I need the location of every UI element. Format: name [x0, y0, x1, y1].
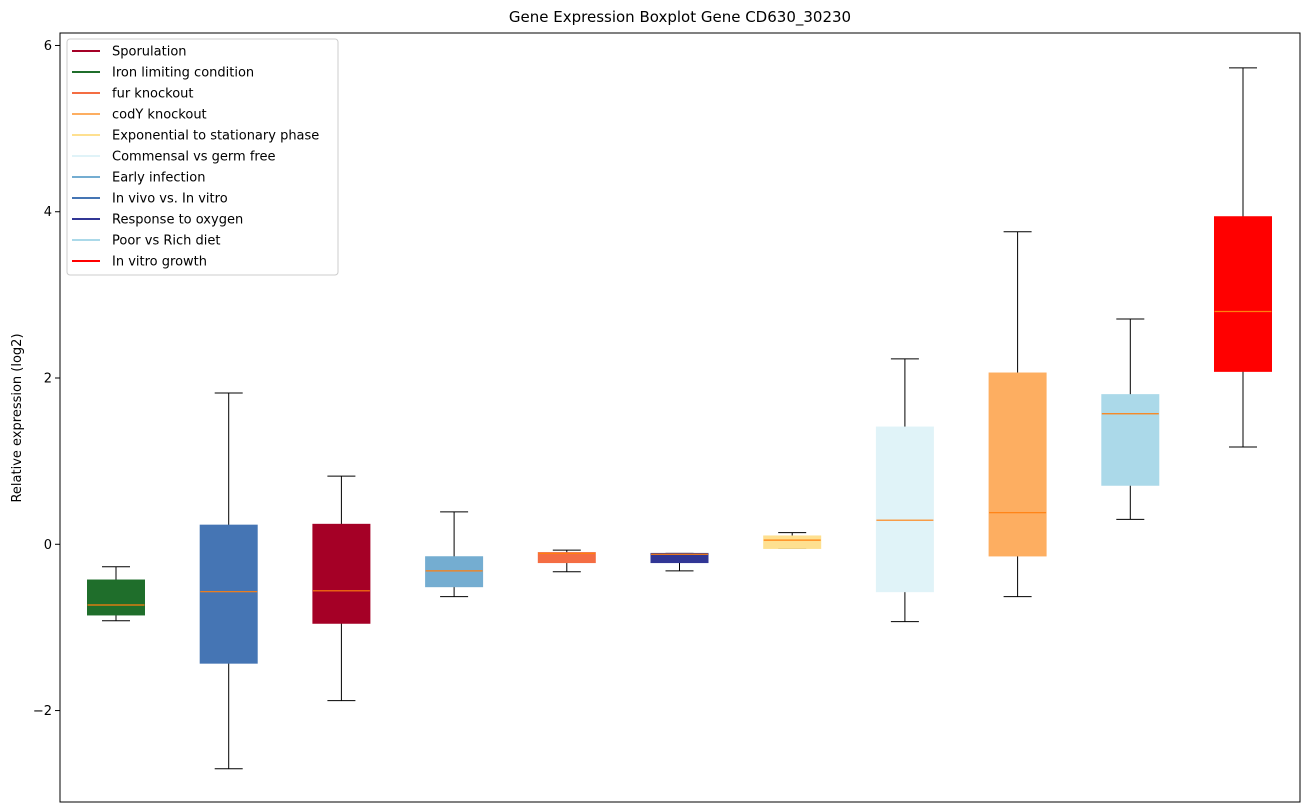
box-response-to-oxygen: [650, 552, 709, 572]
legend-label: Sporulation: [112, 45, 187, 60]
legend-frame: [66, 38, 339, 276]
box-body: [988, 372, 1047, 557]
boxes-group: [87, 67, 1272, 770]
box-sporulation: [312, 475, 371, 702]
legend-label: Commensal vs germ free: [112, 150, 275, 165]
chart-title: Gene Expression Boxplot Gene CD630_30230: [509, 8, 851, 27]
legend-item: Early infection: [72, 171, 205, 186]
y-axis: −2 0 2 4 6: [33, 39, 60, 719]
y-axis-label: Relative expression (log2): [10, 333, 25, 502]
y-tick-label: 6: [44, 39, 52, 54]
box-body: [537, 552, 596, 564]
legend-item: codY knockout: [72, 108, 207, 123]
box-body: [425, 556, 484, 588]
box-in-vitro-growth: [1214, 67, 1272, 448]
y-tick-label: 4: [44, 205, 52, 220]
box-fur-knockout: [537, 549, 596, 573]
legend-item: Response to oxygen: [72, 213, 243, 228]
y-tick-label: −2: [33, 704, 52, 719]
box-body: [87, 579, 145, 616]
legend-item: Exponential to stationary phase: [72, 129, 319, 144]
box-cody-knockout: [988, 231, 1047, 598]
legend-label: fur knockout: [112, 87, 194, 102]
box-body: [763, 535, 822, 549]
legend-label: In vivo vs. In vitro: [112, 192, 228, 207]
y-tick-label: 0: [44, 538, 52, 553]
box-poor-vs-rich-diet: [1101, 318, 1160, 520]
y-tick-label: 2: [44, 372, 52, 387]
box-in-vivo-vs-in-vitro: [199, 392, 258, 770]
box-body: [1101, 394, 1160, 486]
legend-item: In vivo vs. In vitro: [72, 192, 228, 207]
legend-item: Commensal vs germ free: [72, 150, 275, 165]
legend-item: fur knockout: [72, 87, 194, 102]
box-body: [199, 524, 258, 664]
box-body: [650, 552, 709, 564]
legend-label: Iron limiting condition: [112, 66, 254, 81]
legend-label: Early infection: [112, 171, 205, 186]
box-iron-limiting-condition: [87, 566, 145, 622]
legend-item: Sporulation: [72, 45, 187, 60]
legend-label: codY knockout: [112, 108, 207, 123]
box-exponential-to-stationary-phase: [763, 532, 822, 549]
plot-frame: [59, 32, 1301, 803]
box-commensal-vs-germ-free: [875, 358, 934, 623]
box-body: [312, 523, 371, 624]
legend-label: Poor vs Rich diet: [112, 234, 220, 249]
legend-label: In vitro growth: [112, 255, 207, 270]
legend-item: Poor vs Rich diet: [72, 234, 220, 249]
legend-item: In vitro growth: [72, 255, 207, 270]
box-body: [1214, 216, 1272, 372]
legend-item: Iron limiting condition: [72, 66, 254, 81]
box-early-infection: [425, 511, 484, 598]
legend-label: Response to oxygen: [112, 213, 243, 228]
legend: Sporulation Iron limiting condition fur kn…: [66, 38, 339, 276]
box-body: [875, 426, 934, 593]
legend-label: Exponential to stationary phase: [112, 129, 319, 144]
